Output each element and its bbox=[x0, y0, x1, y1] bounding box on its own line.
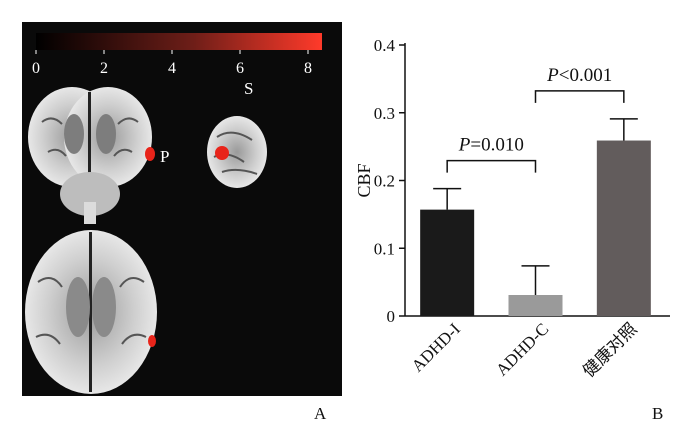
chart-x-labels: ADHD-I ADHD-C 健康对照 bbox=[408, 319, 641, 381]
colorbar-tick-label: 0 bbox=[32, 60, 40, 77]
x-tick-label: ADHD-I bbox=[408, 319, 464, 375]
p-value-label: P=0.010 bbox=[458, 135, 524, 156]
y-axis-label: CBF bbox=[354, 163, 374, 197]
significance-bracket bbox=[446, 159, 537, 173]
chart-axes: 0 0.1 0.2 0.3 0.4 CBF bbox=[354, 36, 670, 326]
chart-error-bars bbox=[433, 118, 638, 295]
x-tick-label: 健康对照 bbox=[579, 319, 641, 381]
y-tick-label: 0.4 bbox=[374, 36, 396, 55]
y-tick-label: 0.1 bbox=[374, 239, 395, 258]
view-label-posterior: P bbox=[160, 147, 169, 166]
sagittal-slice bbox=[207, 116, 267, 188]
p-value: <0.001 bbox=[559, 65, 612, 86]
axial-slice bbox=[25, 230, 157, 394]
p-value-label: P<0.001 bbox=[546, 65, 612, 86]
colorbar-tick-label: 2 bbox=[100, 60, 108, 77]
bar-3 bbox=[596, 140, 651, 316]
colorbar-tick-label: 6 bbox=[236, 60, 244, 77]
panel-letter-a: A bbox=[314, 404, 327, 423]
y-tick-label: 0.3 bbox=[374, 104, 395, 123]
colorbar bbox=[36, 33, 322, 50]
p-symbol: P bbox=[546, 65, 559, 86]
activation-blob bbox=[215, 146, 229, 160]
view-label-sagittal: S bbox=[244, 79, 253, 98]
activation-blob bbox=[148, 335, 156, 347]
x-tick-label: ADHD-C bbox=[492, 319, 552, 379]
y-tick-label: 0 bbox=[387, 307, 396, 326]
bar-2 bbox=[508, 294, 563, 316]
p-symbol: P bbox=[458, 135, 471, 156]
activation-blob bbox=[145, 147, 155, 161]
panel-letter-b: B bbox=[652, 404, 664, 423]
brain-panel: 0 2 4 6 8 P S bbox=[22, 22, 342, 396]
colorbar-ticks: 0 2 4 6 8 bbox=[32, 50, 312, 77]
y-tick-label: 0.2 bbox=[374, 172, 395, 191]
colorbar-tick-label: 4 bbox=[168, 60, 176, 77]
coronal-slice bbox=[28, 87, 155, 224]
bar-1 bbox=[420, 209, 475, 316]
chart-bars bbox=[420, 140, 651, 316]
p-value: =0.010 bbox=[470, 135, 523, 156]
colorbar-tick-label: 8 bbox=[304, 60, 312, 77]
significance-bracket bbox=[534, 90, 625, 103]
